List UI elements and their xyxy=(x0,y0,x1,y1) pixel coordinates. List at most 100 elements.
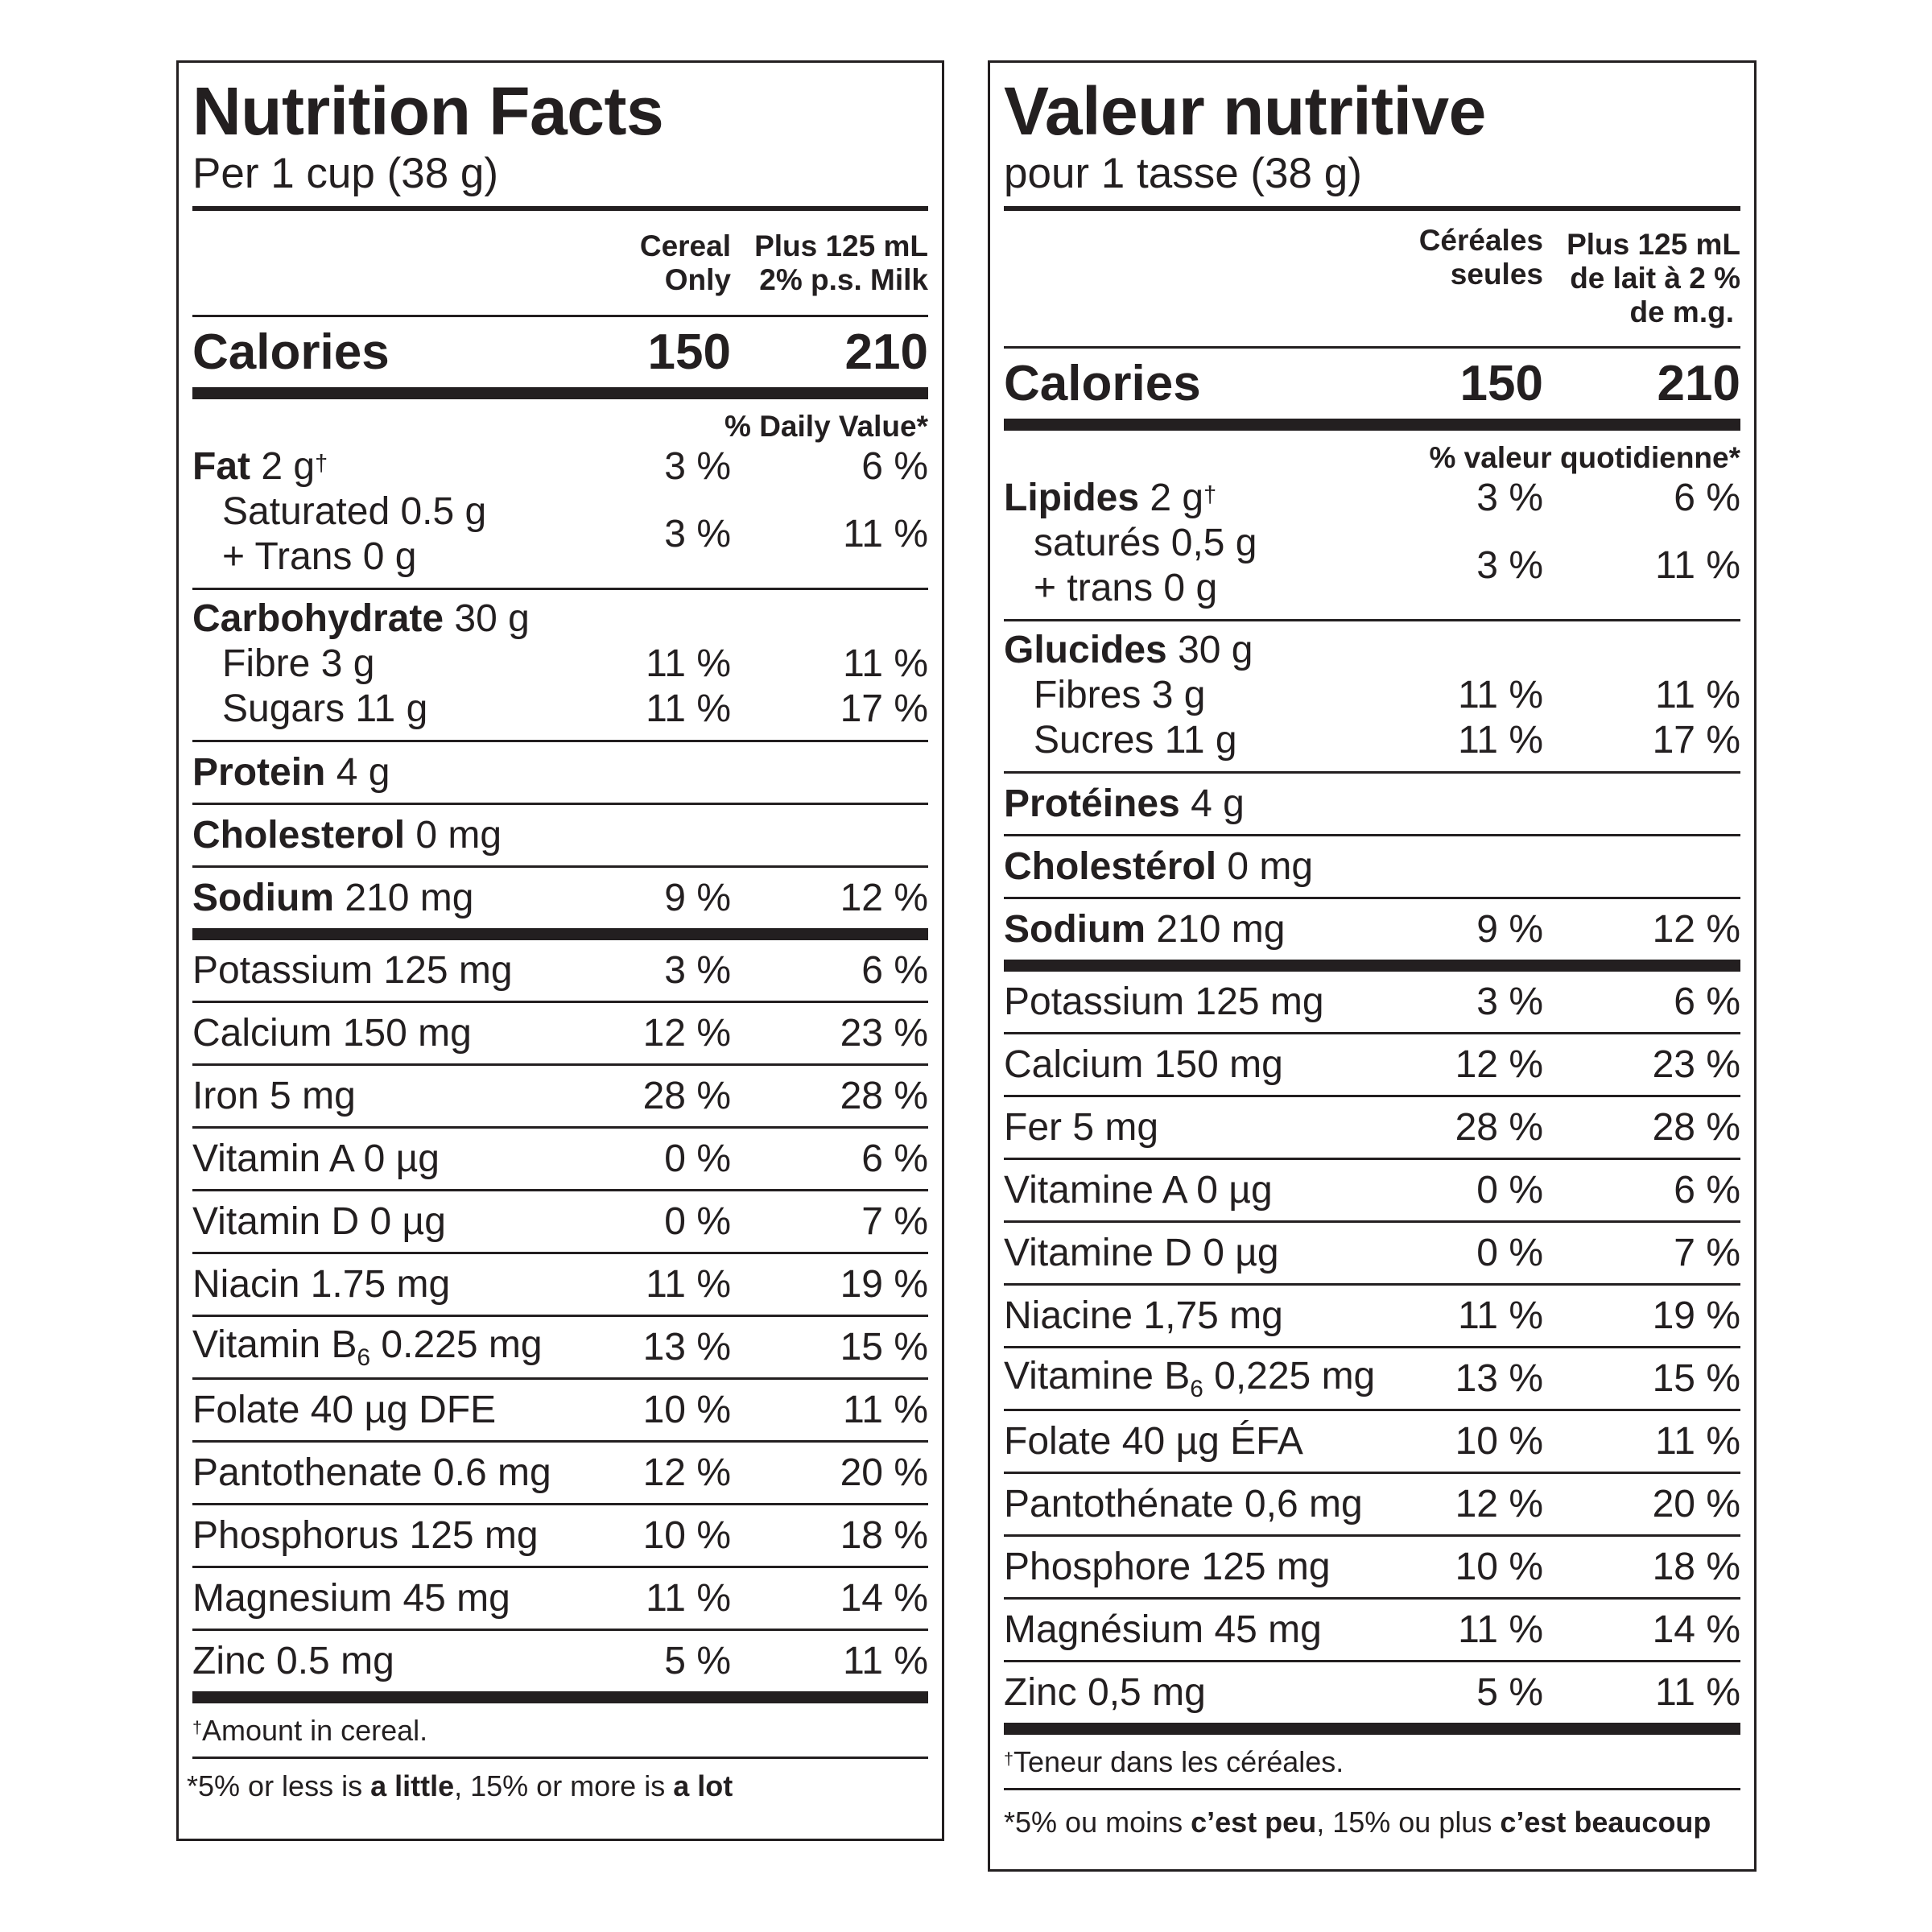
mineral-row: Vitamin A 0 µg 0 % 6 % xyxy=(192,1137,928,1180)
col-header-with-milk: Plus 125 mL de lait à 2 % de m.g. xyxy=(1567,228,1740,328)
mineral-row: Folate 40 µg ÉFA 10 % 11 % xyxy=(1004,1419,1740,1463)
col-header-with-milk: Plus 125 mL 2% p.s. Milk xyxy=(754,229,928,296)
mineral-row: Calcium 150 mg 12 % 23 % xyxy=(1004,1042,1740,1086)
mineral-row: Vitamin B6 0.225 mg 13 % 15 % xyxy=(192,1323,928,1371)
daily-value-header: % Daily Value* xyxy=(724,410,928,443)
protein-row: Protein 4 g xyxy=(192,750,390,794)
divider xyxy=(192,206,928,211)
divider xyxy=(192,1126,928,1129)
col-header-cereal-only: Céréales seules xyxy=(1418,224,1543,291)
cholesterol-row: Cholesterol 0 mg xyxy=(192,813,502,857)
column-headers: Cereal Only Plus 125 mL 2% p.s. Milk xyxy=(192,211,928,315)
fibre-row: Fibre 3 g 11 % 11 % xyxy=(222,642,928,685)
mineral-row: Folate 40 µg DFE 10 % 11 % xyxy=(192,1388,928,1431)
divider xyxy=(1004,1032,1740,1034)
divider xyxy=(1004,1534,1740,1537)
divider-thick xyxy=(192,1691,928,1703)
divider-thick xyxy=(192,387,928,399)
divider xyxy=(192,1315,928,1317)
minerals-list: Potassium 125 mg 3 % 6 % Calcium 150 mg 12 … xyxy=(192,940,928,1691)
fibre-row: Fibres 3 g 11 % 11 % xyxy=(1034,674,1740,716)
protein-row: Protéines 4 g xyxy=(1004,782,1245,825)
divider xyxy=(192,1440,928,1443)
divider-thick xyxy=(192,928,928,940)
fat-row: Fat 2 g† 3 % 6 % xyxy=(192,445,928,488)
sugars-row: Sugars 11 g 11 % 17 % xyxy=(222,687,928,730)
footnote-daily-value: *5% or less is a little, 15% or more is … xyxy=(187,1769,733,1802)
divider xyxy=(192,803,928,805)
divider xyxy=(192,1503,928,1505)
mineral-row: Potassium 125 mg 3 % 6 % xyxy=(1004,980,1740,1023)
divider xyxy=(1004,1346,1740,1348)
divider xyxy=(1004,1158,1740,1160)
mineral-row: Calcium 150 mg 12 % 23 % xyxy=(192,1011,928,1055)
divider xyxy=(1004,346,1740,349)
carbohydrate-row: Carbohydrate 30 g xyxy=(192,597,530,640)
divider xyxy=(192,740,928,742)
mineral-row: Magnesium 45 mg 11 % 14 % xyxy=(192,1576,928,1620)
nutrition-facts-panel-english: Nutrition Facts Per 1 cup (38 g) Cereal … xyxy=(176,60,944,1841)
panel-title: Nutrition Facts xyxy=(192,73,664,149)
divider xyxy=(1004,1409,1740,1411)
divider xyxy=(1004,1220,1740,1223)
sodium-row: Sodium 210 mg 9 % 12 % xyxy=(1004,907,1740,951)
divider xyxy=(192,1629,928,1631)
divider xyxy=(192,1377,928,1380)
mineral-row: Vitamin D 0 µg 0 % 7 % xyxy=(192,1199,928,1243)
mineral-row: Vitamine B6 0,225 mg 13 % 15 % xyxy=(1004,1354,1740,1402)
mineral-row: Zinc 0.5 mg 5 % 11 % xyxy=(192,1639,928,1682)
sugars-row: Sucres 11 g 11 % 17 % xyxy=(1034,719,1740,762)
footnote-dagger: †Amount in cereal. xyxy=(192,1714,428,1747)
divider xyxy=(192,1252,928,1254)
divider xyxy=(1004,1597,1740,1600)
divider xyxy=(1004,834,1740,836)
footnote-daily-value: *5% ou moins c’est peu, 15% ou plus c’es… xyxy=(1004,1806,1711,1839)
divider xyxy=(192,315,928,317)
nutrition-facts-panel-french: Valeur nutritive pour 1 tasse (38 g) Cér… xyxy=(988,60,1757,1872)
divider xyxy=(192,1189,928,1191)
divider xyxy=(1004,897,1740,899)
divider xyxy=(192,1001,928,1003)
cholesterol-row: Cholestérol 0 mg xyxy=(1004,844,1314,888)
divider xyxy=(1004,206,1740,211)
divider xyxy=(1004,1472,1740,1474)
mineral-row: Vitamine D 0 µg 0 % 7 % xyxy=(1004,1231,1740,1274)
calories-row: Calories 150 210 xyxy=(192,324,928,380)
divider-thick xyxy=(1004,419,1740,431)
mineral-row: Iron 5 mg 28 % 28 % xyxy=(192,1074,928,1117)
mineral-row: Niacin 1.75 mg 11 % 19 % xyxy=(192,1262,928,1306)
footnote-dagger: †Teneur dans les céréales. xyxy=(1004,1745,1344,1778)
divider xyxy=(192,1757,928,1759)
calories-row: Calories 150 210 xyxy=(1004,355,1740,411)
mineral-row: Fer 5 mg 28 % 28 % xyxy=(1004,1105,1740,1149)
mineral-row: Niacine 1,75 mg 11 % 19 % xyxy=(1004,1294,1740,1337)
serving-size: pour 1 tasse (38 g) xyxy=(1004,150,1362,197)
divider xyxy=(192,1566,928,1568)
saturated-trans-row: Saturated 0.5 g + Trans 0 g 3 % 11 % xyxy=(222,490,928,578)
mineral-row: Phosphore 125 mg 10 % 18 % xyxy=(1004,1545,1740,1588)
divider-thick xyxy=(1004,960,1740,972)
divider xyxy=(1004,1095,1740,1097)
divider xyxy=(1004,619,1740,621)
saturated-trans-row: saturés 0,5 g + trans 0 g 3 % 11 % xyxy=(1034,522,1740,609)
minerals-list: Potassium 125 mg 3 % 6 % Calcium 150 mg 12 … xyxy=(1004,972,1740,1723)
divider xyxy=(1004,1660,1740,1662)
mineral-row: Zinc 0,5 mg 5 % 11 % xyxy=(1004,1670,1740,1714)
sodium-row: Sodium 210 mg 9 % 12 % xyxy=(192,876,928,919)
divider xyxy=(1004,771,1740,774)
mineral-row: Pantothénate 0,6 mg 12 % 20 % xyxy=(1004,1482,1740,1525)
mineral-row: Pantothenate 0.6 mg 12 % 20 % xyxy=(192,1451,928,1494)
daily-value-header: % valeur quotidienne* xyxy=(1429,441,1740,474)
col-header-cereal-only: Cereal Only xyxy=(639,229,731,296)
panel-title: Valeur nutritive xyxy=(1004,73,1486,149)
mineral-row: Magnésium 45 mg 11 % 14 % xyxy=(1004,1608,1740,1651)
carbohydrate-row: Glucides 30 g xyxy=(1004,629,1253,671)
serving-size: Per 1 cup (38 g) xyxy=(192,150,499,197)
divider-thick xyxy=(1004,1723,1740,1735)
divider xyxy=(192,865,928,868)
column-headers: Céréales seules Plus 125 mL de lait à 2 … xyxy=(1004,211,1740,346)
divider xyxy=(192,588,928,590)
divider xyxy=(192,1063,928,1066)
divider xyxy=(1004,1788,1740,1790)
fat-row: Lipides 2 g† 3 % 6 % xyxy=(1004,477,1740,519)
